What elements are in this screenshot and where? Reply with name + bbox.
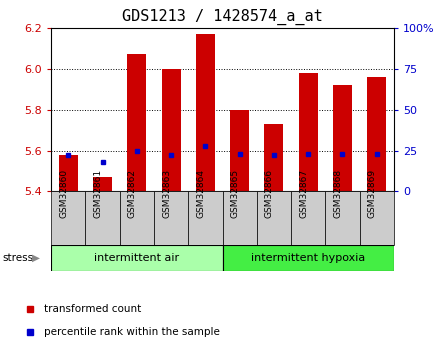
- Bar: [264, 124, 283, 191]
- Bar: [325, 191, 360, 245]
- Text: intermittent air: intermittent air: [94, 253, 179, 263]
- Bar: [299, 73, 318, 191]
- Bar: [93, 177, 112, 191]
- Bar: [196, 34, 215, 191]
- Bar: [162, 69, 181, 191]
- Bar: [291, 191, 325, 245]
- Bar: [367, 77, 386, 191]
- Bar: [51, 245, 223, 271]
- Text: GDS1213 / 1428574_a_at: GDS1213 / 1428574_a_at: [122, 9, 323, 25]
- Text: transformed count: transformed count: [44, 304, 142, 314]
- Text: GSM32861: GSM32861: [93, 168, 103, 218]
- Text: ▶: ▶: [32, 253, 40, 263]
- Bar: [120, 191, 154, 245]
- Text: stress: stress: [2, 253, 33, 263]
- Text: GSM32863: GSM32863: [162, 168, 171, 218]
- Bar: [127, 54, 146, 191]
- Text: GSM32867: GSM32867: [299, 168, 308, 218]
- Text: intermittent hypoxia: intermittent hypoxia: [251, 253, 365, 263]
- Bar: [257, 191, 291, 245]
- Bar: [85, 191, 120, 245]
- Bar: [51, 191, 85, 245]
- Bar: [333, 85, 352, 191]
- Text: percentile rank within the sample: percentile rank within the sample: [44, 327, 220, 337]
- Bar: [360, 191, 394, 245]
- Text: GSM32866: GSM32866: [265, 168, 274, 218]
- Text: GSM32865: GSM32865: [231, 168, 239, 218]
- Bar: [59, 155, 78, 191]
- Text: GSM32860: GSM32860: [59, 168, 69, 218]
- Text: GSM32868: GSM32868: [333, 168, 343, 218]
- Bar: [188, 191, 222, 245]
- Bar: [230, 110, 249, 191]
- Bar: [222, 245, 394, 271]
- Text: GSM32862: GSM32862: [128, 169, 137, 218]
- Bar: [222, 191, 257, 245]
- Text: GSM32864: GSM32864: [196, 169, 206, 218]
- Bar: [154, 191, 188, 245]
- Text: GSM32869: GSM32869: [368, 168, 376, 218]
